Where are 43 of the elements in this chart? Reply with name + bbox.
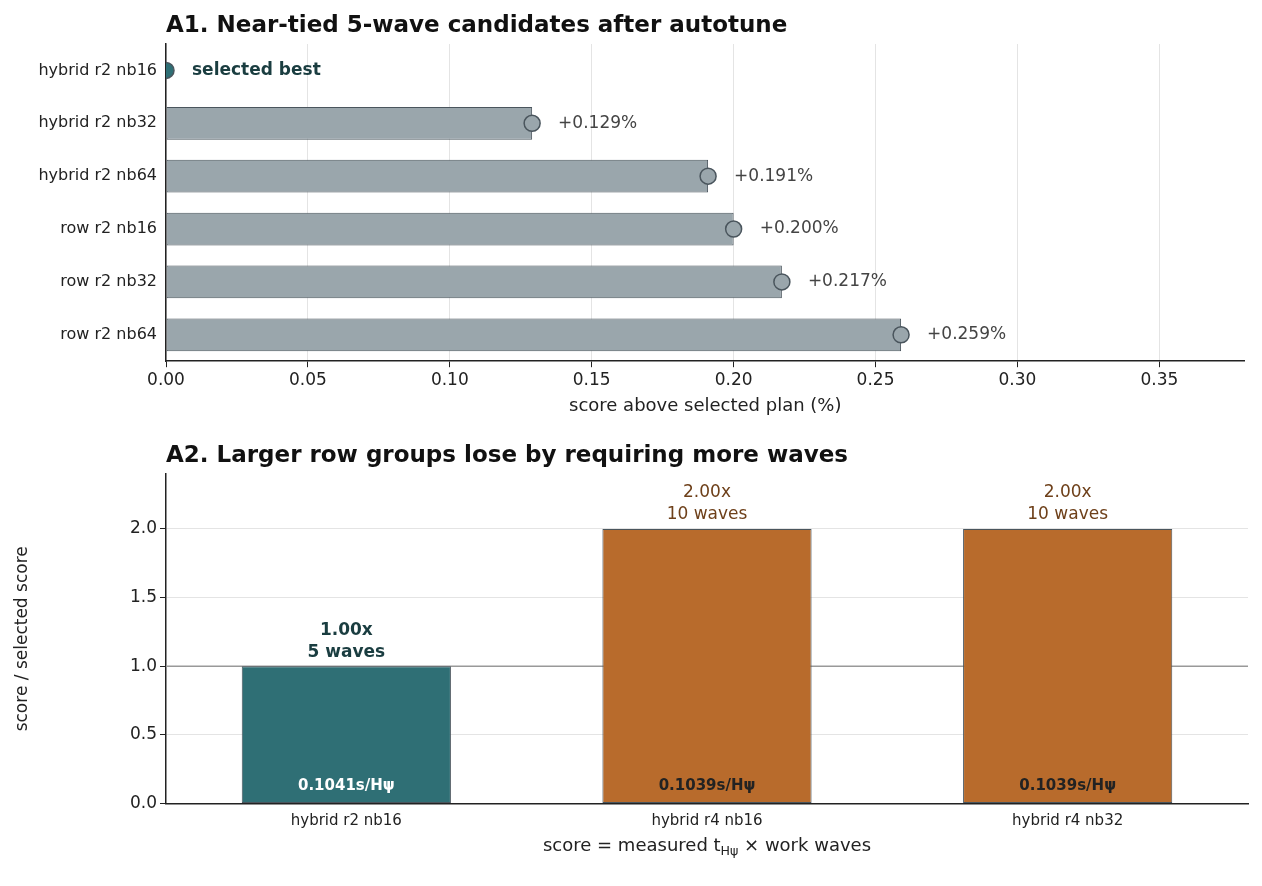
y-tick-label: 0.0 bbox=[129, 792, 157, 813]
y-axis-title: score / selected score bbox=[10, 546, 31, 732]
y-tick-label: hybrid r2 nb32 bbox=[38, 112, 157, 132]
y-tick-label: hybrid r2 nb64 bbox=[38, 165, 157, 185]
data-label: +0.191% bbox=[734, 164, 814, 185]
y-tick-label: 0.5 bbox=[129, 723, 157, 744]
x-tick-label: hybrid r4 nb16 bbox=[651, 811, 763, 830]
data-label: 1.00x 5 waves bbox=[307, 618, 386, 661]
y-tick-label: row r2 nb32 bbox=[60, 271, 157, 291]
point bbox=[773, 273, 791, 291]
y-tick-label: row r2 nb64 bbox=[60, 323, 157, 343]
x-tick-label: 0.30 bbox=[998, 368, 1037, 389]
y-tick-label: hybrid r2 nb16 bbox=[38, 59, 157, 79]
point bbox=[523, 114, 541, 133]
y-tick-label: 1.5 bbox=[129, 586, 157, 607]
point bbox=[892, 326, 910, 344]
annotation: 0.1039s/Hψ bbox=[658, 776, 756, 795]
x-tick-label: 0.05 bbox=[288, 368, 327, 389]
data-label: +0.129% bbox=[558, 111, 638, 132]
point bbox=[699, 167, 717, 185]
chart-title: A1. Near-tied 5-wave candidates after autotune bbox=[166, 10, 788, 37]
y-tick-label: 1.0 bbox=[129, 654, 157, 675]
data-label: +0.200% bbox=[759, 217, 839, 238]
data-label: +0.217% bbox=[807, 270, 887, 291]
data-label: 2.00x 10 waves bbox=[1027, 481, 1109, 524]
x-tick-label: 0.15 bbox=[572, 368, 611, 389]
x-tick-label: 0.20 bbox=[714, 368, 753, 389]
point bbox=[724, 220, 743, 238]
x-tick-label: 0.10 bbox=[430, 368, 469, 389]
y-tick-label: 2.0 bbox=[129, 517, 157, 538]
data-label: selected best bbox=[192, 58, 321, 79]
x-tick-label: 0.00 bbox=[147, 368, 185, 389]
x-tick-label: 0.25 bbox=[856, 368, 895, 389]
annotation: 0.1041s/Hψ bbox=[297, 776, 395, 795]
annotation: 0.1039s/Hψ bbox=[1019, 776, 1117, 795]
x-axis-title: score above selected plan (%) bbox=[569, 393, 842, 415]
x-tick-label: hybrid r2 nb16 bbox=[290, 811, 402, 830]
chart-title: A2. Larger row groups lose by requiring more waves bbox=[166, 440, 848, 467]
x-tick-label: 0.35 bbox=[1140, 368, 1179, 389]
x-tick-label: hybrid r4 nb32 bbox=[1012, 811, 1124, 830]
data-label: 2.00x 10 waves bbox=[666, 481, 748, 524]
y-tick-label: row r2 nb16 bbox=[60, 218, 157, 238]
data-label: +0.259% bbox=[927, 323, 1007, 344]
